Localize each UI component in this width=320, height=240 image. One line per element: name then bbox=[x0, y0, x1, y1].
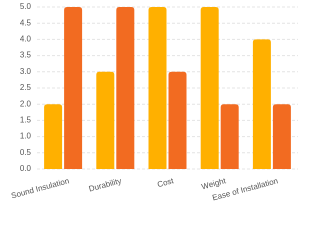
y-tick-label: 2.0 bbox=[20, 99, 32, 108]
y-tick-label: 3.0 bbox=[20, 67, 32, 76]
x-tick-label: Durability bbox=[88, 176, 123, 193]
x-tick-label: Sound Insulation bbox=[10, 176, 70, 200]
bar bbox=[272, 104, 291, 169]
y-tick-label: 0.0 bbox=[20, 164, 32, 173]
x-tick-label: Weight bbox=[201, 176, 228, 191]
bar bbox=[200, 7, 219, 169]
y-tick-label: 3.5 bbox=[20, 51, 32, 60]
y-tick-label: 2.5 bbox=[20, 83, 32, 92]
y-tick-label: 1.0 bbox=[20, 132, 32, 141]
y-tick-label: 4.5 bbox=[20, 18, 32, 27]
bar bbox=[148, 7, 167, 169]
bar bbox=[168, 71, 187, 169]
bar bbox=[64, 7, 83, 169]
bar bbox=[96, 71, 115, 169]
bar bbox=[220, 104, 239, 169]
y-tick-label: 0.5 bbox=[20, 148, 32, 157]
y-tick-label: 1.5 bbox=[20, 116, 32, 125]
y-tick-label: 4.0 bbox=[20, 35, 32, 44]
bar bbox=[44, 104, 63, 169]
y-tick-label: 5.0 bbox=[20, 2, 32, 11]
x-tick-label: Cost bbox=[156, 176, 175, 189]
bar bbox=[116, 7, 135, 169]
bar bbox=[252, 39, 271, 170]
chart: 0.0 0.5 1.0 1.5 2.0 2.5 3.0 3.5 4.0 4.5 5.0 Sound I… bbox=[10, 2, 298, 202]
